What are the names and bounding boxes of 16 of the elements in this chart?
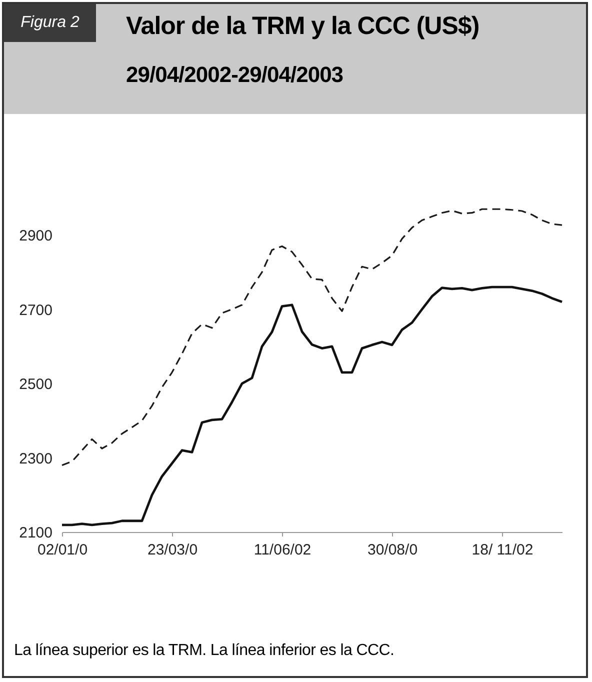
- y-tick-label: 2500: [19, 376, 52, 394]
- line-series: [60, 286, 564, 526]
- y-tick-label: 2700: [19, 302, 52, 319]
- chart-title: Valor de la TRM y la CCC (US$): [126, 12, 480, 41]
- x-tick-label: 30/08/0: [367, 542, 418, 558]
- x-tick-label: 02/01/0: [37, 542, 88, 558]
- x-tick-label: 23/03/0: [147, 542, 198, 558]
- x-tick-label: 18/ 11/02: [472, 542, 534, 558]
- y-tick-label: 2300: [19, 450, 52, 468]
- y-tick-label: 2100: [19, 524, 52, 542]
- y-tick-label: 2900: [19, 228, 52, 245]
- chart-subtitle: 29/04/2002-29/04/2003: [126, 62, 344, 88]
- text: Figura 2: [4, 4, 96, 42]
- line-series: [61, 208, 563, 466]
- x-tick-label: 11/06/02: [254, 542, 312, 558]
- text: La línea superior es la TRM. La línea inferior es la CCC.: [14, 642, 394, 660]
